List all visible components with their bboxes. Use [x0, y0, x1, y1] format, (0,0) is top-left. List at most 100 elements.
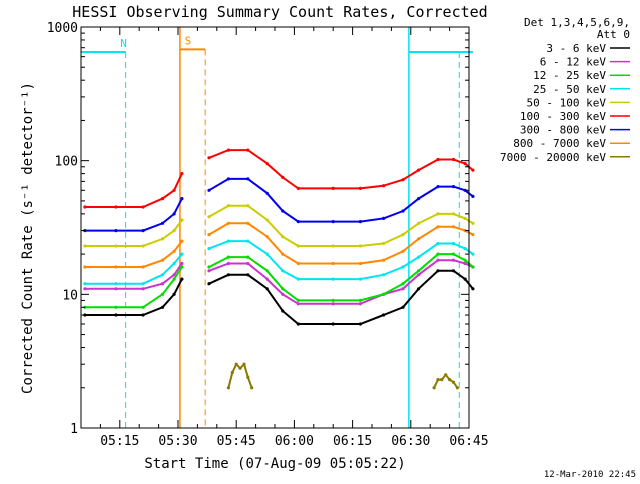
series-point: [114, 282, 118, 286]
series-point: [141, 265, 145, 269]
series-point: [451, 258, 456, 262]
series-point: [160, 197, 165, 201]
series-point: [331, 322, 335, 326]
series-point: [436, 252, 440, 256]
series-point: [401, 249, 405, 253]
series-point: [246, 239, 250, 243]
series-point: [180, 239, 184, 243]
series-point: [265, 162, 269, 166]
x-tick-label: 06:45: [449, 434, 488, 449]
series-point: [417, 287, 421, 291]
series-point: [114, 265, 118, 269]
series-point: [180, 218, 184, 222]
series-point: [281, 175, 285, 179]
series-point: [382, 241, 386, 246]
series-point: [114, 313, 118, 317]
series-point: [451, 225, 456, 229]
series-point: [207, 247, 211, 251]
series-point: [401, 233, 405, 237]
series-point: [265, 191, 269, 195]
series-point: [172, 292, 176, 296]
series-point: [463, 258, 467, 262]
series-point: [246, 375, 250, 379]
series-point: [331, 302, 335, 306]
series-line: [84, 173, 183, 208]
x-tick-label: 05:30: [158, 434, 197, 449]
series-point: [436, 185, 440, 189]
series-point: [382, 216, 386, 220]
series-point: [296, 298, 300, 302]
series-point: [455, 386, 459, 390]
series-point: [471, 168, 475, 172]
series-point: [358, 261, 362, 266]
y-axis-label: Corrected Count Rate (s⁻¹ detector⁻¹): [20, 82, 36, 394]
series-line: [84, 240, 183, 268]
series-point: [172, 273, 176, 277]
series-point: [226, 177, 230, 181]
series-point: [296, 261, 300, 266]
series-point: [226, 221, 230, 225]
series-point: [471, 194, 475, 198]
series-point: [451, 185, 456, 189]
series-point: [246, 204, 250, 208]
series-point: [180, 252, 184, 256]
series-point: [432, 386, 436, 390]
series-point: [172, 188, 176, 192]
series-point: [331, 277, 335, 281]
annotation-label: N: [120, 37, 127, 50]
series-point: [444, 373, 448, 377]
series-point: [436, 157, 440, 162]
series-point: [172, 212, 176, 216]
series-point: [265, 252, 269, 256]
series-point: [436, 241, 440, 246]
series-point: [417, 269, 421, 273]
series-point: [160, 305, 165, 309]
series-point: [401, 209, 405, 213]
series-point: [358, 220, 362, 224]
series-point: [296, 186, 300, 190]
legend-header: Att 0: [597, 28, 630, 41]
x-tick-label: 05:15: [100, 434, 139, 449]
series-point: [296, 322, 300, 326]
series-point: [83, 244, 87, 248]
series-point: [226, 148, 230, 152]
series-point: [436, 225, 440, 229]
series-point: [331, 244, 335, 248]
series-point: [265, 218, 269, 222]
series-point: [417, 255, 421, 259]
series-point: [114, 244, 118, 248]
series-point: [265, 287, 269, 291]
series-point: [281, 269, 285, 273]
series-line: [84, 198, 183, 232]
series-point: [401, 287, 405, 291]
x-tick-label: 05:45: [217, 434, 256, 449]
series-point: [265, 235, 269, 239]
y-tick-label: 10: [62, 288, 78, 303]
series-point: [331, 220, 335, 224]
series-point: [358, 186, 362, 190]
series-line: [84, 266, 183, 309]
series-point: [401, 282, 405, 286]
series-point: [382, 184, 386, 188]
series-point: [238, 366, 242, 370]
series-point: [172, 261, 176, 266]
series-point: [242, 362, 246, 366]
series-point: [358, 277, 362, 281]
legend-entry-label: 800 - 7000 keV: [513, 137, 606, 150]
series-point: [114, 305, 118, 309]
legend-entry-label: 100 - 300 keV: [520, 110, 606, 123]
series-point: [382, 292, 386, 296]
series-point: [160, 292, 165, 296]
x-tick-label: 06:00: [275, 434, 314, 449]
series-point: [83, 287, 87, 291]
series-point: [463, 261, 467, 266]
legend-entry-label: 25 - 50 keV: [533, 83, 606, 96]
series-point: [83, 205, 87, 209]
series-point: [141, 282, 145, 286]
series-point: [226, 255, 230, 259]
series-point: [160, 258, 165, 262]
series-point: [436, 269, 440, 273]
series-point: [226, 261, 230, 266]
series-point: [358, 302, 362, 306]
